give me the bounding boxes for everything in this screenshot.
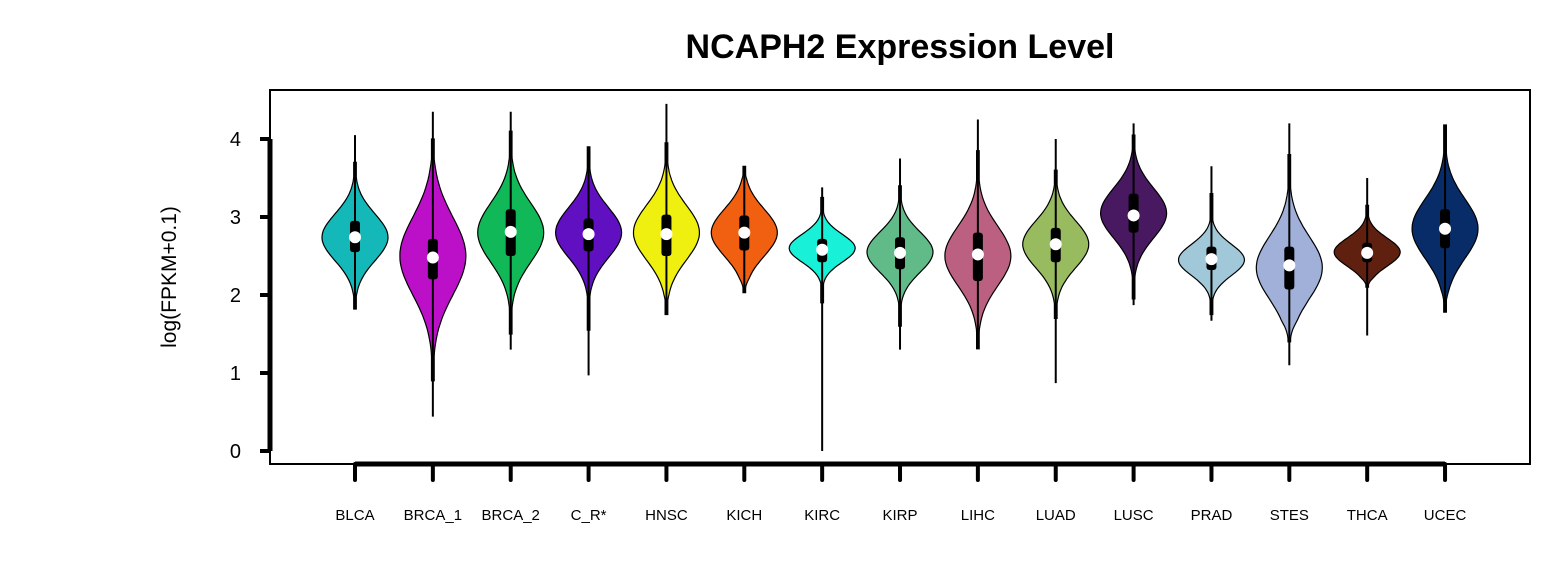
- x-tick-label: HNSC: [645, 507, 688, 524]
- violin-group: [1099, 123, 1168, 306]
- chart-title: NCAPH2 Expression Level: [686, 28, 1115, 66]
- violin-median-point: [816, 243, 829, 256]
- y-axis-label: log(FPKM+0.1): [158, 206, 181, 348]
- violin-group: [1333, 178, 1401, 336]
- x-tick-label: LIHC: [961, 507, 995, 524]
- violin-median-point: [971, 248, 984, 261]
- violin-group: [944, 119, 1012, 350]
- violin-group: [321, 135, 389, 310]
- violin-median-point: [738, 226, 751, 239]
- y-tick-label: 2: [230, 285, 241, 307]
- violin-group: [710, 165, 778, 294]
- violin-median-point: [1439, 222, 1452, 235]
- y-tick-label: 3: [230, 207, 241, 229]
- x-tick-label: KIRP: [883, 507, 918, 524]
- x-tick-label: LUSC: [1114, 507, 1154, 524]
- violin-group: [1411, 124, 1479, 313]
- violin-group: [788, 187, 856, 451]
- x-tick-label: BRCA_1: [404, 507, 462, 524]
- violin-median-point: [1205, 253, 1218, 266]
- violin-group: [399, 111, 467, 417]
- x-tick-label: C_R*: [571, 507, 607, 524]
- violin-group: [1255, 123, 1323, 366]
- y-ticks: 0 1 2 3 4: [230, 129, 270, 463]
- violin-group: [632, 103, 700, 316]
- violin-median-point: [1049, 238, 1062, 251]
- violin-median-point: [426, 251, 439, 264]
- x-tick-label: UCEC: [1424, 507, 1467, 524]
- violins: [321, 103, 1479, 451]
- violin-median-point: [894, 246, 907, 259]
- x-tick-label: PRAD: [1191, 507, 1233, 524]
- y-tick-label: 4: [230, 129, 241, 151]
- violin-median-point: [504, 225, 517, 238]
- y-tick-label: 0: [230, 441, 241, 463]
- violin-group: [1177, 166, 1246, 321]
- violin-group: [1022, 139, 1090, 384]
- violin-median-point: [1361, 246, 1374, 259]
- x-tick-label: LUAD: [1036, 507, 1076, 524]
- violin-group: [477, 111, 545, 350]
- violin-median-point: [349, 231, 361, 244]
- x-tick-label: KICH: [726, 507, 762, 524]
- x-tick-label: KIRC: [804, 507, 840, 524]
- x-ticks: BLCA BRCA_1 BRCA_2 C_R* HNSC KICH KIRC KIRP LIHC…: [335, 462, 1467, 524]
- violin-group: [866, 158, 934, 350]
- violin-group: [554, 146, 623, 376]
- violin-median-point: [1127, 209, 1140, 222]
- violin-median-point: [582, 228, 595, 241]
- y-tick-label: 1: [230, 363, 241, 385]
- x-tick-label: BRCA_2: [482, 507, 540, 524]
- x-tick-label: THCA: [1347, 507, 1388, 524]
- x-tick-label: BLCA: [335, 507, 374, 524]
- violin-median-point: [660, 228, 673, 241]
- violin-median-point: [1283, 259, 1296, 272]
- x-tick-label: STES: [1270, 507, 1309, 524]
